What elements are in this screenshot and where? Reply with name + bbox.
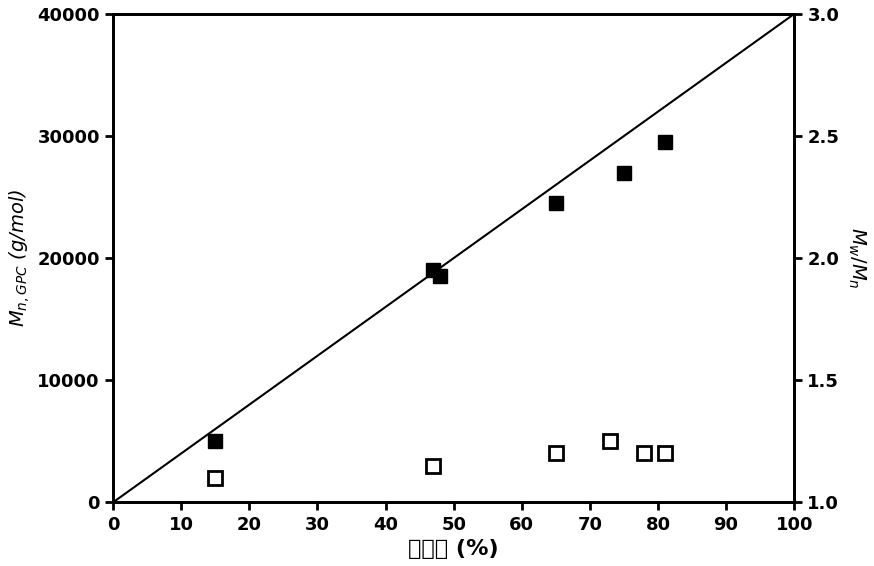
Y-axis label: $M_{n,GPC}$ (g/mol): $M_{n,GPC}$ (g/mol): [7, 189, 31, 327]
X-axis label: 转化率 (%): 转化率 (%): [408, 539, 499, 559]
Y-axis label: $M_w/M_n$: $M_w/M_n$: [846, 228, 867, 289]
